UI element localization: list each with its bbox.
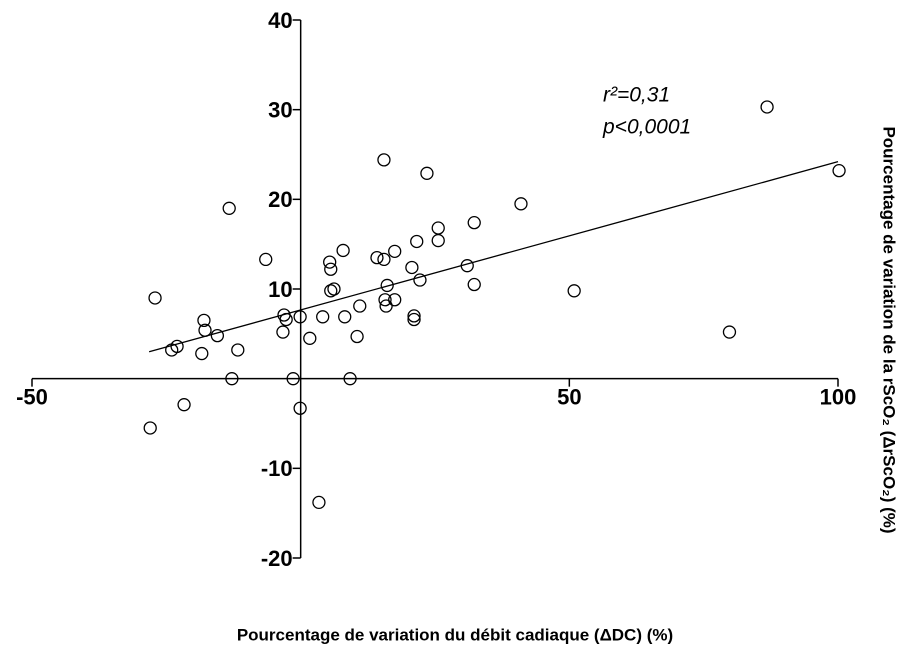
x-tick-label: 50 [557, 384, 581, 409]
point [336, 243, 350, 258]
point [324, 284, 338, 298]
point [286, 372, 300, 386]
point [467, 277, 481, 292]
point [303, 331, 317, 345]
point [259, 252, 273, 267]
point [377, 252, 391, 267]
point [353, 299, 367, 313]
point [316, 310, 330, 324]
point [312, 495, 326, 510]
point [567, 284, 581, 298]
point [222, 201, 236, 215]
annotation: r²=0,31 [603, 84, 670, 107]
point [143, 421, 157, 435]
point [170, 339, 184, 354]
point [279, 312, 293, 327]
point [293, 401, 307, 415]
point [350, 329, 364, 344]
x-axis-label: Pourcentage de variation du débit cadiaq… [237, 625, 673, 644]
point [405, 260, 419, 275]
y-axis-label: Pourcentage de variation de la rScO₂ (Δr… [880, 126, 899, 533]
y-tick-label: 10 [268, 277, 292, 302]
point [225, 372, 239, 386]
y-tick-label: 30 [268, 97, 292, 122]
point [338, 310, 352, 324]
point [467, 215, 481, 230]
y-tick-label: -20 [261, 546, 293, 571]
point [148, 291, 162, 305]
point [276, 325, 290, 339]
point [323, 255, 337, 269]
point [388, 293, 402, 307]
point [413, 273, 427, 287]
point [407, 309, 421, 323]
annotation: p<0,0001 [602, 116, 691, 139]
point [514, 197, 528, 211]
point [370, 250, 384, 265]
x-tick-label: -50 [16, 384, 48, 409]
point [722, 325, 737, 339]
point [760, 100, 774, 114]
point [388, 244, 402, 258]
y-tick-label: 40 [268, 8, 292, 33]
point [460, 259, 474, 273]
point [210, 328, 225, 343]
point [231, 343, 245, 357]
point [380, 278, 394, 293]
point [410, 234, 424, 249]
point [177, 398, 191, 412]
point [431, 233, 445, 248]
fit-line [148, 161, 839, 353]
point [379, 299, 393, 313]
point [377, 153, 391, 167]
point [198, 323, 212, 337]
point [343, 372, 357, 386]
point [195, 346, 209, 361]
point [324, 262, 338, 276]
point [431, 221, 445, 235]
y-tick-label: 20 [268, 187, 292, 212]
point [832, 163, 846, 178]
point [378, 293, 392, 307]
y-tick-label: -10 [261, 456, 293, 481]
point [293, 310, 307, 324]
point [327, 282, 341, 296]
x-tick-label: 100 [820, 384, 857, 409]
point [420, 166, 434, 180]
point [407, 312, 421, 327]
point [197, 313, 211, 328]
